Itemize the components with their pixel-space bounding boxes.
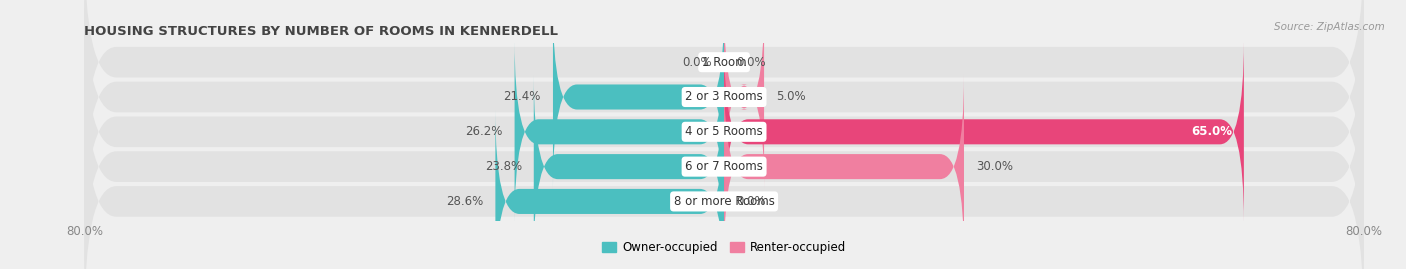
Text: 23.8%: 23.8% xyxy=(485,160,522,173)
Text: 0.0%: 0.0% xyxy=(737,56,766,69)
FancyBboxPatch shape xyxy=(724,75,965,259)
FancyBboxPatch shape xyxy=(84,0,1364,221)
Text: 65.0%: 65.0% xyxy=(1191,125,1232,138)
Text: 0.0%: 0.0% xyxy=(737,195,766,208)
Text: 5.0%: 5.0% xyxy=(776,90,806,104)
FancyBboxPatch shape xyxy=(84,8,1364,256)
Text: 21.4%: 21.4% xyxy=(503,90,541,104)
Text: HOUSING STRUCTURES BY NUMBER OF ROOMS IN KENNERDELL: HOUSING STRUCTURES BY NUMBER OF ROOMS IN… xyxy=(84,25,558,38)
Text: 4 or 5 Rooms: 4 or 5 Rooms xyxy=(685,125,763,138)
FancyBboxPatch shape xyxy=(495,109,724,269)
FancyBboxPatch shape xyxy=(724,40,1244,224)
Text: 2 or 3 Rooms: 2 or 3 Rooms xyxy=(685,90,763,104)
Text: 8 or more Rooms: 8 or more Rooms xyxy=(673,195,775,208)
Text: 1 Room: 1 Room xyxy=(702,56,747,69)
Text: 0.0%: 0.0% xyxy=(682,56,711,69)
FancyBboxPatch shape xyxy=(534,75,724,259)
Legend: Owner-occupied, Renter-occupied: Owner-occupied, Renter-occupied xyxy=(602,241,846,254)
Text: Source: ZipAtlas.com: Source: ZipAtlas.com xyxy=(1274,22,1385,31)
Text: 6 or 7 Rooms: 6 or 7 Rooms xyxy=(685,160,763,173)
Text: 28.6%: 28.6% xyxy=(446,195,484,208)
FancyBboxPatch shape xyxy=(553,5,724,189)
FancyBboxPatch shape xyxy=(515,40,724,224)
FancyBboxPatch shape xyxy=(724,5,763,189)
FancyBboxPatch shape xyxy=(84,77,1364,269)
FancyBboxPatch shape xyxy=(84,43,1364,269)
FancyBboxPatch shape xyxy=(84,0,1364,186)
Text: 30.0%: 30.0% xyxy=(976,160,1012,173)
Text: 26.2%: 26.2% xyxy=(465,125,502,138)
